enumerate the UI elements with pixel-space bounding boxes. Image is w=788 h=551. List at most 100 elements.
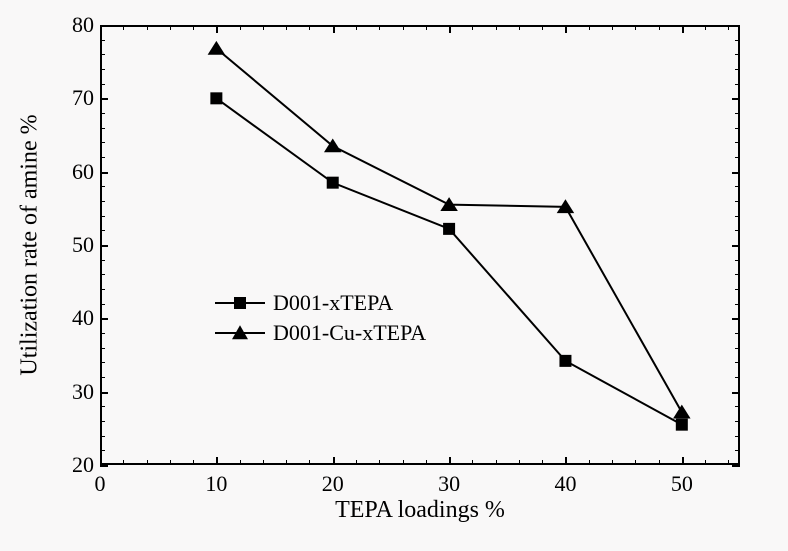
- y-minor-tick: [735, 113, 740, 114]
- legend-line-1: [215, 332, 265, 334]
- x-minor-tick: [403, 25, 404, 30]
- x-minor-tick: [496, 460, 497, 465]
- y-minor-tick: [735, 201, 740, 202]
- y-tick: [100, 25, 108, 27]
- legend-line-0: [215, 302, 265, 304]
- x-minor-tick: [193, 25, 194, 30]
- series-line: [216, 98, 681, 424]
- y-tick: [732, 465, 740, 467]
- y-minor-tick: [735, 348, 740, 349]
- y-tick-label: 70: [64, 85, 94, 111]
- y-minor-tick: [100, 201, 105, 202]
- x-tick: [100, 457, 102, 465]
- y-minor-tick: [735, 40, 740, 41]
- x-axis-label: TEPA loadings %: [335, 497, 505, 524]
- x-tick: [682, 457, 684, 465]
- y-minor-tick: [735, 333, 740, 334]
- y-tick: [732, 318, 740, 320]
- y-minor-tick: [100, 406, 105, 407]
- x-tick: [333, 457, 335, 465]
- x-minor-tick: [240, 25, 241, 30]
- x-tick: [449, 25, 451, 33]
- legend-label-1: D001-Cu-xTEPA: [273, 320, 426, 346]
- y-minor-tick: [100, 54, 105, 55]
- y-minor-tick: [735, 260, 740, 261]
- y-minor-tick: [100, 230, 105, 231]
- y-minor-tick: [735, 142, 740, 143]
- x-minor-tick: [612, 25, 613, 30]
- square-marker: [559, 355, 571, 367]
- y-minor-tick: [735, 377, 740, 378]
- triangle-marker: [673, 405, 691, 419]
- x-minor-tick: [147, 25, 148, 30]
- y-minor-tick: [735, 69, 740, 70]
- y-minor-tick: [100, 40, 105, 41]
- x-minor-tick: [263, 25, 264, 30]
- y-minor-tick: [100, 304, 105, 305]
- x-minor-tick: [542, 25, 543, 30]
- x-minor-tick: [170, 25, 171, 30]
- x-tick-label: 40: [554, 471, 576, 497]
- y-tick-label: 20: [64, 452, 94, 478]
- y-minor-tick: [100, 113, 105, 114]
- square-icon: [234, 297, 246, 309]
- legend-item-1: D001-Cu-xTEPA: [215, 320, 426, 346]
- x-minor-tick: [356, 460, 357, 465]
- y-minor-tick: [735, 84, 740, 85]
- x-minor-tick: [472, 460, 473, 465]
- x-minor-tick: [286, 25, 287, 30]
- x-tick: [565, 457, 567, 465]
- x-minor-tick: [496, 25, 497, 30]
- y-tick: [732, 245, 740, 247]
- x-tick: [216, 25, 218, 33]
- x-minor-tick: [356, 25, 357, 30]
- square-marker: [676, 419, 688, 431]
- x-minor-tick: [123, 460, 124, 465]
- x-tick-label: 10: [205, 471, 227, 497]
- square-marker: [443, 223, 455, 235]
- x-tick: [216, 457, 218, 465]
- x-minor-tick: [659, 460, 660, 465]
- square-marker: [327, 177, 339, 189]
- y-axis-label: Utilization rate of amine %: [17, 114, 44, 375]
- y-minor-tick: [735, 362, 740, 363]
- x-minor-tick: [472, 25, 473, 30]
- y-tick: [100, 465, 108, 467]
- y-tick: [100, 172, 108, 174]
- y-tick-label: 60: [64, 159, 94, 185]
- y-minor-tick: [735, 406, 740, 407]
- y-minor-tick: [100, 436, 105, 437]
- y-tick-label: 40: [64, 305, 94, 331]
- y-minor-tick: [100, 348, 105, 349]
- x-minor-tick: [240, 460, 241, 465]
- y-tick-label: 30: [64, 379, 94, 405]
- x-minor-tick: [728, 25, 729, 30]
- y-minor-tick: [100, 450, 105, 451]
- x-tick: [682, 25, 684, 33]
- y-minor-tick: [735, 157, 740, 158]
- x-minor-tick: [193, 460, 194, 465]
- x-minor-tick: [635, 25, 636, 30]
- y-tick-label: 80: [64, 12, 94, 38]
- legend-item-0: D001-xTEPA: [215, 290, 426, 316]
- x-minor-tick: [589, 460, 590, 465]
- y-minor-tick: [735, 230, 740, 231]
- legend-label-0: D001-xTEPA: [273, 290, 393, 316]
- x-tick: [333, 25, 335, 33]
- y-minor-tick: [735, 54, 740, 55]
- x-minor-tick: [309, 460, 310, 465]
- x-minor-tick: [705, 25, 706, 30]
- y-minor-tick: [735, 128, 740, 129]
- y-minor-tick: [735, 304, 740, 305]
- y-minor-tick: [100, 84, 105, 85]
- triangle-marker: [208, 41, 226, 55]
- x-tick: [449, 457, 451, 465]
- y-minor-tick: [735, 274, 740, 275]
- y-minor-tick: [100, 333, 105, 334]
- x-minor-tick: [589, 25, 590, 30]
- x-minor-tick: [519, 460, 520, 465]
- y-tick: [732, 172, 740, 174]
- y-minor-tick: [100, 142, 105, 143]
- y-minor-tick: [735, 421, 740, 422]
- x-minor-tick: [426, 25, 427, 30]
